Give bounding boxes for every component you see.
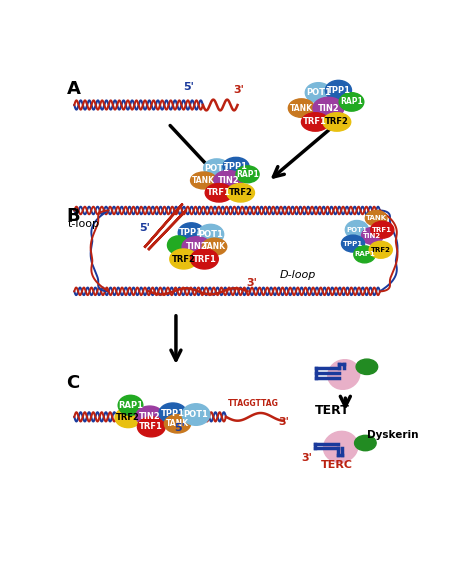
Text: TRF1: TRF1: [207, 188, 231, 197]
Ellipse shape: [182, 404, 210, 425]
Text: TANK: TANK: [192, 176, 215, 185]
Ellipse shape: [227, 184, 255, 202]
Text: TIN2: TIN2: [363, 233, 382, 239]
Ellipse shape: [118, 395, 143, 415]
Ellipse shape: [137, 417, 165, 437]
Text: 5': 5': [139, 223, 150, 233]
Ellipse shape: [178, 223, 204, 243]
Text: TANK: TANK: [290, 104, 313, 113]
Text: 5': 5': [183, 82, 194, 92]
Text: TIN2: TIN2: [186, 242, 208, 251]
Text: TIN2: TIN2: [218, 176, 239, 185]
Ellipse shape: [362, 227, 383, 244]
Ellipse shape: [167, 236, 189, 255]
Text: 3': 3': [234, 86, 245, 95]
Ellipse shape: [159, 403, 187, 423]
Text: POT1: POT1: [204, 164, 229, 172]
Ellipse shape: [305, 83, 331, 103]
Text: TPP1: TPP1: [327, 86, 350, 95]
Ellipse shape: [204, 159, 230, 177]
Text: RAP1: RAP1: [118, 401, 143, 410]
Ellipse shape: [164, 414, 191, 433]
Ellipse shape: [170, 249, 198, 269]
Text: 3': 3': [301, 452, 312, 463]
Text: TRF2: TRF2: [172, 255, 196, 264]
Text: TPP1: TPP1: [343, 240, 363, 247]
Ellipse shape: [325, 81, 352, 100]
Text: POT1: POT1: [346, 227, 367, 232]
Ellipse shape: [223, 158, 249, 176]
Ellipse shape: [365, 210, 387, 226]
Text: TIN2: TIN2: [318, 104, 339, 113]
Ellipse shape: [328, 359, 360, 390]
Text: TANK: TANK: [365, 215, 387, 221]
Text: TTAGGTTAG: TTAGGTTAG: [228, 399, 279, 408]
Ellipse shape: [191, 249, 219, 269]
Text: POT1: POT1: [198, 230, 223, 239]
Text: TPP1: TPP1: [161, 408, 185, 417]
Ellipse shape: [182, 236, 211, 257]
Text: t-loop: t-loop: [68, 219, 100, 230]
Ellipse shape: [313, 98, 344, 119]
Ellipse shape: [301, 113, 329, 131]
Text: POT1: POT1: [306, 88, 331, 97]
Text: TERT: TERT: [315, 404, 349, 417]
Text: TRF1: TRF1: [192, 255, 216, 264]
Text: TANK: TANK: [166, 419, 189, 428]
Text: TPP1: TPP1: [179, 229, 203, 238]
Text: C: C: [66, 374, 80, 392]
Text: TRF1: TRF1: [372, 227, 392, 232]
Text: TRF2: TRF2: [228, 188, 253, 197]
Text: D-loop: D-loop: [280, 270, 316, 280]
Text: TIN2: TIN2: [139, 412, 161, 421]
Ellipse shape: [371, 221, 394, 238]
Ellipse shape: [136, 406, 164, 426]
Ellipse shape: [341, 235, 365, 252]
Ellipse shape: [191, 172, 217, 189]
Ellipse shape: [202, 238, 227, 255]
Text: RAP1: RAP1: [236, 170, 259, 179]
Text: TERC: TERC: [321, 460, 353, 471]
Text: TPP1: TPP1: [224, 162, 248, 171]
Text: 3': 3': [247, 278, 258, 288]
Text: TRF1: TRF1: [139, 422, 163, 431]
Ellipse shape: [115, 408, 141, 428]
Text: TRF2: TRF2: [116, 413, 140, 422]
Ellipse shape: [354, 246, 375, 263]
Ellipse shape: [346, 221, 368, 239]
Text: TRF2: TRF2: [371, 247, 391, 253]
Text: 5': 5': [174, 424, 185, 434]
Text: POT1: POT1: [183, 410, 209, 419]
Ellipse shape: [355, 435, 376, 451]
Ellipse shape: [339, 92, 364, 111]
Ellipse shape: [369, 242, 392, 258]
Ellipse shape: [356, 359, 378, 374]
Ellipse shape: [323, 113, 351, 131]
Text: TRF2: TRF2: [325, 117, 349, 126]
Text: TANK: TANK: [203, 242, 226, 251]
Ellipse shape: [205, 184, 233, 202]
Text: TRF1: TRF1: [303, 117, 327, 126]
Ellipse shape: [288, 99, 315, 117]
Text: A: A: [66, 79, 81, 98]
Text: B: B: [66, 206, 80, 225]
Ellipse shape: [236, 166, 259, 183]
Text: Dyskerin: Dyskerin: [367, 430, 419, 439]
Text: RAP1: RAP1: [340, 98, 363, 107]
Ellipse shape: [214, 171, 243, 191]
Text: RAP1: RAP1: [354, 251, 375, 257]
Ellipse shape: [198, 225, 224, 244]
Ellipse shape: [324, 431, 358, 463]
Text: 3': 3': [278, 417, 289, 426]
